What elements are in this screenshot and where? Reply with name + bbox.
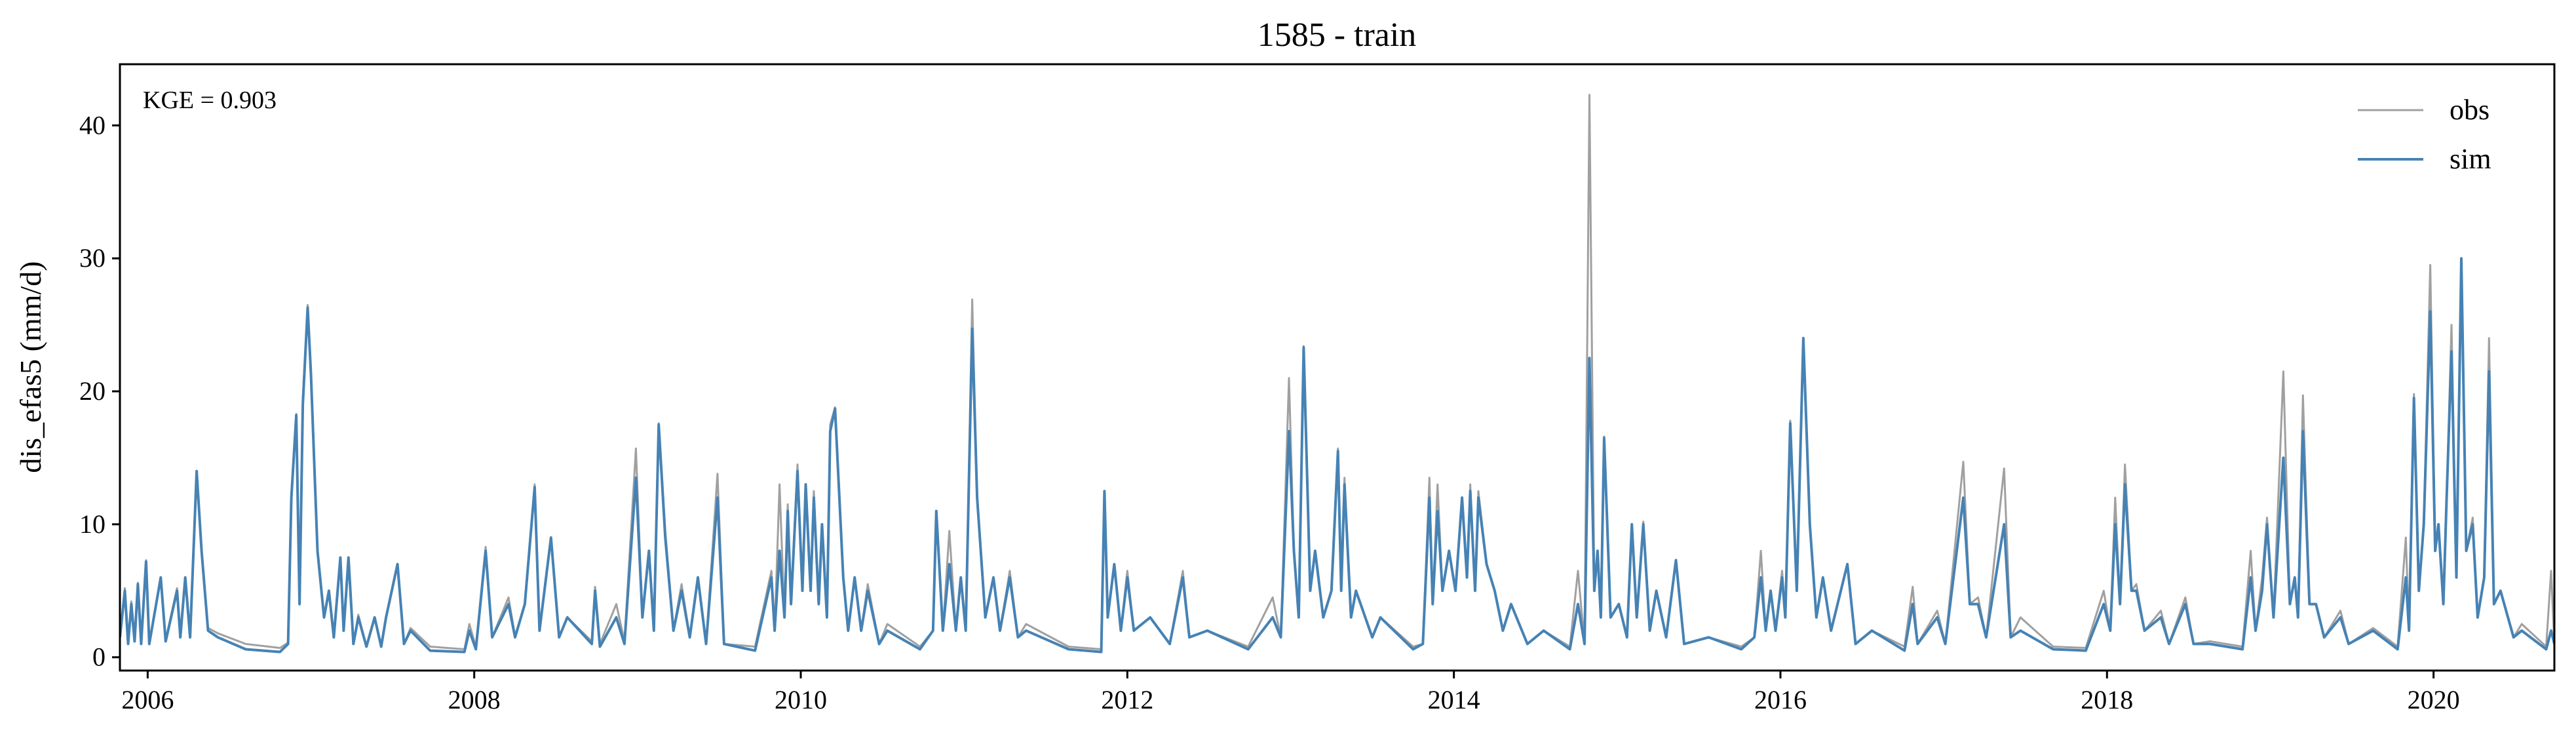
x-tick-label: 2018 <box>2081 685 2133 714</box>
x-tick-label: 2008 <box>448 685 501 714</box>
y-tick-label: 10 <box>79 509 106 539</box>
series-line <box>120 257 2554 654</box>
x-tick-label: 2006 <box>121 685 174 714</box>
x-tick-label: 2014 <box>1428 685 1480 714</box>
plot-area <box>120 94 2554 654</box>
legend-label: sim <box>2450 143 2491 175</box>
plot-frame <box>119 63 2556 672</box>
chart-title: 1585 - train <box>1258 16 1417 54</box>
y-axis-label: dis_efas5 (mm/d) <box>14 261 47 473</box>
legend-label: obs <box>2450 94 2489 126</box>
x-tick-label: 2010 <box>775 685 827 714</box>
y-tick-label: 0 <box>92 642 106 672</box>
y-tick-label: 40 <box>79 110 106 140</box>
x-tick-label: 2016 <box>1754 685 1807 714</box>
y-tick-label: 20 <box>79 376 106 406</box>
annotation: KGE = 0.903 <box>143 87 277 114</box>
x-tick-label: 2020 <box>2408 685 2460 714</box>
y-tick-label: 30 <box>79 243 106 273</box>
x-tick-label: 2012 <box>1101 685 1153 714</box>
